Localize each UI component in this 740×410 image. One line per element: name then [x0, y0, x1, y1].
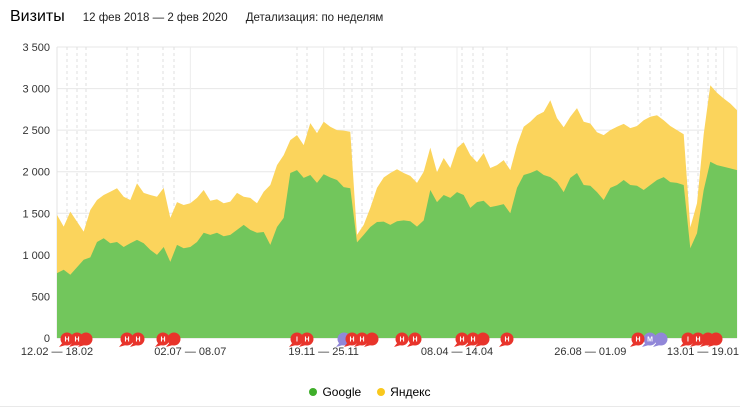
y-axis-tick-label: 500 — [32, 291, 50, 303]
legend-item-yandex[interactable]: Яндекс — [377, 385, 431, 399]
google-area[interactable] — [57, 161, 737, 338]
annotation-marker[interactable]: Н — [499, 332, 514, 348]
annotation-marker[interactable]: Н — [354, 332, 369, 348]
annotation-marker[interactable]: Н — [69, 332, 84, 348]
annotation-marker[interactable] — [364, 332, 379, 348]
annotation-letter: Н — [412, 337, 417, 344]
legend-label-yandex: Яндекс — [390, 385, 431, 399]
y-axis-tick-label: 1 500 — [22, 208, 50, 220]
annotation-letter: Н — [695, 337, 700, 344]
y-axis-tick-label: 2 000 — [22, 167, 50, 179]
chart-svg[interactable]: 0 500 1 000 1 500 2 000 2 500 3 000 3 500 12.02 … — [0, 0, 740, 372]
annotation-letter: Н — [359, 337, 364, 344]
annotation-marker[interactable] — [78, 332, 93, 348]
y-axis-tick-label: 2 500 — [22, 125, 50, 137]
annotation-letter: Н — [470, 337, 475, 344]
annotation-marker[interactable]: Н — [394, 332, 409, 348]
annotation-letter: Н — [135, 337, 140, 344]
annotation-marker[interactable]: Н — [690, 332, 705, 348]
chart-header: Визиты 12 фев 2018 — 2 фев 2020 Детализа… — [10, 8, 383, 26]
annotation-marker[interactable]: Н — [130, 332, 145, 348]
annotation-marker[interactable]: Н — [299, 332, 314, 348]
chart-legend: Google Яндекс — [0, 382, 740, 402]
detalization-label: Детализация: по неделям — [245, 12, 384, 24]
annotation-marker[interactable]: М — [642, 332, 657, 348]
annotation-letter: Н — [399, 337, 404, 344]
annotation-letter: Н — [504, 337, 509, 344]
legend-label-google: Google — [322, 385, 362, 399]
annotation-letter: I — [296, 337, 298, 344]
annotation-marker[interactable]: Н — [344, 332, 359, 348]
annotation-marker[interactable]: Н — [59, 332, 74, 348]
annotation-marker[interactable]: Н — [407, 332, 422, 348]
annotation-letter: Н — [304, 337, 309, 344]
annotation-marker[interactable] — [653, 332, 668, 348]
annotation-marker[interactable]: Н — [155, 332, 170, 348]
annotation-marker[interactable]: Н — [119, 332, 134, 348]
annotation-marker[interactable] — [475, 332, 490, 348]
date-range-label: 12 фев 2018 — 2 фев 2020 — [82, 12, 228, 24]
annotation-marker[interactable] — [700, 332, 715, 348]
x-axis-tick-label: 08.04 — 14.04 — [421, 346, 493, 358]
yandex-series-dot-icon — [377, 388, 386, 396]
annotation-letter: I — [687, 337, 689, 344]
visits-area-chart[interactable]: 0 500 1 000 1 500 2 000 2 500 3 000 3 500 12.02 … — [0, 0, 740, 372]
x-axis-tick-label: 02.07 — 08.07 — [154, 346, 226, 358]
y-axis-tick-label: 3 000 — [22, 84, 50, 96]
annotation-marker[interactable] — [166, 332, 181, 348]
annotation-letter: Н — [124, 337, 129, 344]
annotation-letter: М — [647, 337, 653, 344]
page-title: Визиты — [10, 8, 65, 25]
annotation-letter: Н — [64, 337, 69, 344]
google-series-dot-icon — [309, 388, 318, 396]
x-axis-tick-label: 13.01 — 19.01 — [667, 346, 739, 358]
x-axis-tick-label: 12.02 — 18.02 — [21, 346, 93, 358]
x-axis-tick-label: 19.11 — 25.11 — [288, 346, 359, 358]
annotation-letter: Н — [459, 337, 464, 344]
x-axis-tick-label: 26.08 — 01.09 — [554, 346, 626, 358]
annotation-marker[interactable]: I — [680, 332, 695, 348]
bottom-divider — [0, 406, 740, 407]
annotation-marker[interactable]: Н — [465, 332, 480, 348]
annotation-letter: Н — [160, 337, 165, 344]
legend-item-google[interactable]: Google — [309, 385, 361, 399]
annotation-marker[interactable]: Н — [630, 332, 645, 348]
annotation-letter: Н — [349, 337, 354, 344]
y-axis-tick-label: 3 500 — [22, 42, 50, 54]
annotation-marker[interactable]: I — [289, 332, 304, 348]
annotation-letter: Н — [635, 337, 640, 344]
y-axis-tick-label: 0 — [44, 333, 50, 345]
y-axis-tick-label: 1 000 — [22, 250, 50, 262]
annotation-letter: Н — [74, 337, 79, 344]
annotation-marker[interactable]: Н — [454, 332, 469, 348]
